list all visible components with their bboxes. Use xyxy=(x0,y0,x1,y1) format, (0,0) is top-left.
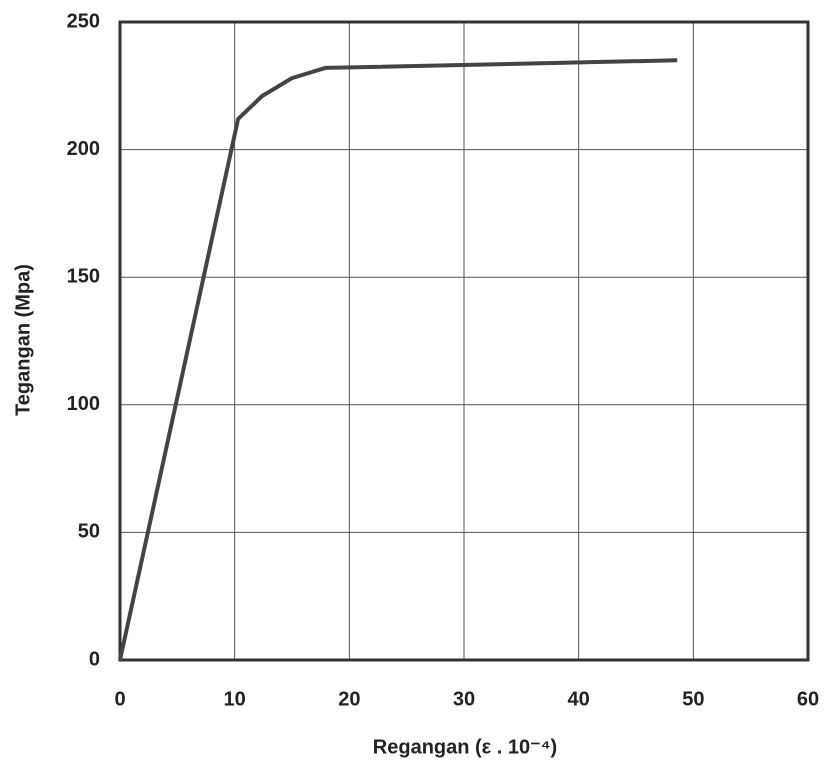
x-tick-label: 10 xyxy=(224,688,246,710)
x-axis-label: Regangan (ε . 10⁻⁴) xyxy=(373,736,557,758)
y-axis-label: Tegangan (Mpa) xyxy=(12,264,34,416)
y-tick-label: 250 xyxy=(67,10,100,32)
x-tick-label: 50 xyxy=(682,688,704,710)
plot-frame xyxy=(118,20,810,662)
x-tick-label: 0 xyxy=(114,688,125,710)
x-tick-label: 60 xyxy=(797,688,819,710)
y-tick-label: 200 xyxy=(67,138,100,160)
y-tick-label: 100 xyxy=(67,393,100,415)
x-tick-label: 40 xyxy=(568,688,590,710)
x-tick-label: 20 xyxy=(338,688,360,710)
y-tick-label: 150 xyxy=(67,265,100,287)
data-line xyxy=(118,58,678,661)
y-tick-label: 0 xyxy=(89,648,100,670)
x-tick-label: 30 xyxy=(453,688,475,710)
y-tick-label: 50 xyxy=(78,521,100,543)
